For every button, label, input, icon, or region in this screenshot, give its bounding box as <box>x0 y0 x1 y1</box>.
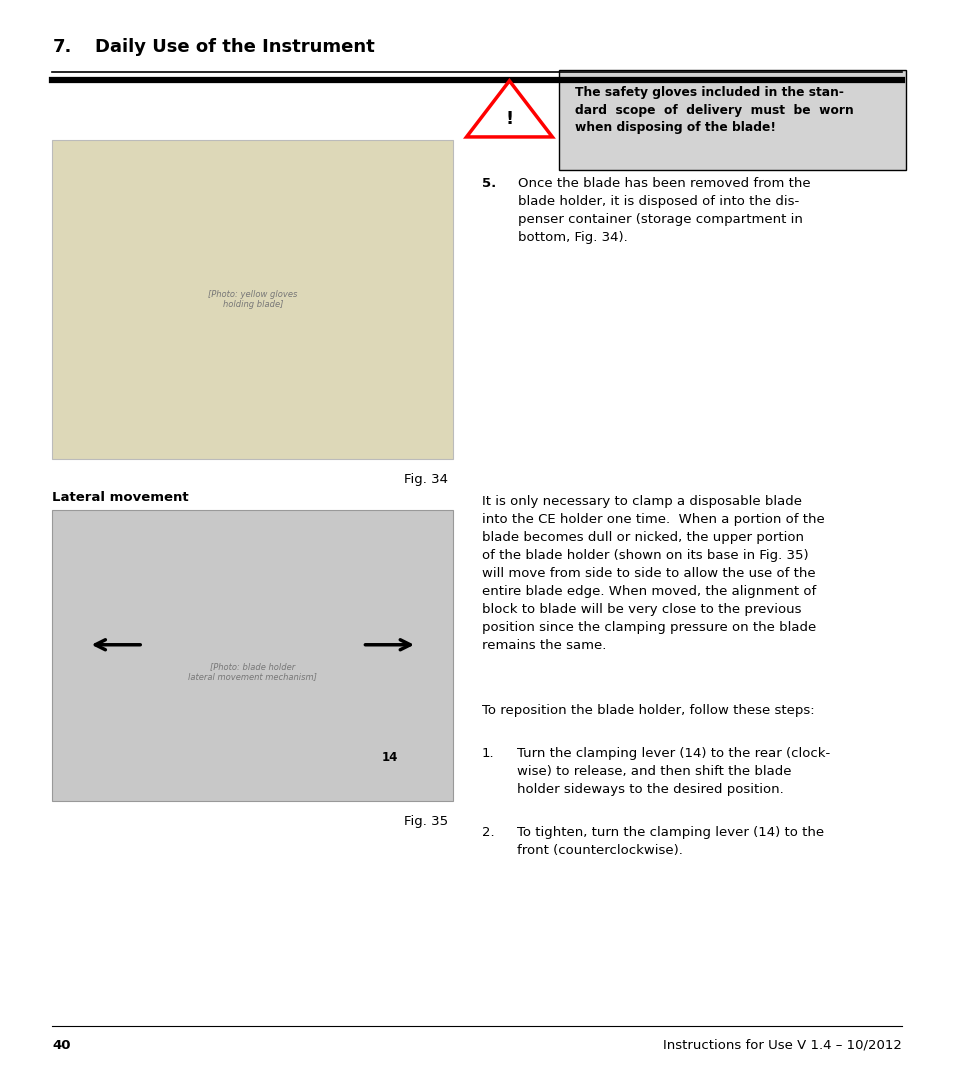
Text: 7.: 7. <box>52 38 71 56</box>
Text: 1.: 1. <box>481 747 494 760</box>
Text: [Photo: blade holder
lateral movement mechanism]: [Photo: blade holder lateral movement me… <box>188 662 317 681</box>
FancyBboxPatch shape <box>52 510 453 801</box>
Text: Once the blade has been removed from the
blade holder, it is disposed of into th: Once the blade has been removed from the… <box>517 177 810 244</box>
Text: !: ! <box>505 110 513 127</box>
Text: 5.: 5. <box>481 177 496 190</box>
Text: [Photo: yellow gloves
holding blade]: [Photo: yellow gloves holding blade] <box>208 291 297 309</box>
FancyBboxPatch shape <box>558 70 905 170</box>
Text: Lateral movement: Lateral movement <box>52 491 189 504</box>
Text: 14: 14 <box>381 751 397 764</box>
Polygon shape <box>466 81 552 137</box>
Text: Instructions for Use V 1.4 – 10/2012: Instructions for Use V 1.4 – 10/2012 <box>662 1039 901 1052</box>
Text: Turn the clamping lever (14) to the rear (clock-
wise) to release, and then shif: Turn the clamping lever (14) to the rear… <box>517 747 829 796</box>
Text: Fig. 35: Fig. 35 <box>404 815 448 828</box>
Text: It is only necessary to clamp a disposable blade
into the CE holder one time.  W: It is only necessary to clamp a disposab… <box>481 495 823 651</box>
Text: 2.: 2. <box>481 826 494 839</box>
Text: To reposition the blade holder, follow these steps:: To reposition the blade holder, follow t… <box>481 704 814 717</box>
Text: Daily Use of the Instrument: Daily Use of the Instrument <box>95 38 375 56</box>
Text: 40: 40 <box>52 1039 71 1052</box>
Text: Fig. 34: Fig. 34 <box>404 473 448 486</box>
FancyBboxPatch shape <box>52 140 453 459</box>
Text: The safety gloves included in the stan-
dard  scope  of  delivery  must  be  wor: The safety gloves included in the stan- … <box>575 86 853 134</box>
Text: To tighten, turn the clamping lever (14) to the
front (counterclockwise).: To tighten, turn the clamping lever (14)… <box>517 826 823 858</box>
